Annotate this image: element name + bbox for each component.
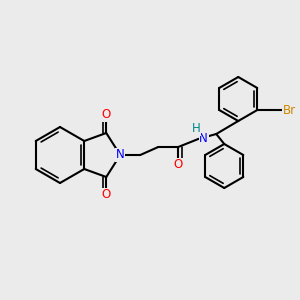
Text: Br: Br [283,103,296,116]
Text: O: O [174,158,183,172]
Text: N: N [199,133,208,146]
Text: H: H [192,122,201,136]
Text: N: N [116,148,124,161]
Text: O: O [102,188,111,202]
Text: O: O [102,109,111,122]
